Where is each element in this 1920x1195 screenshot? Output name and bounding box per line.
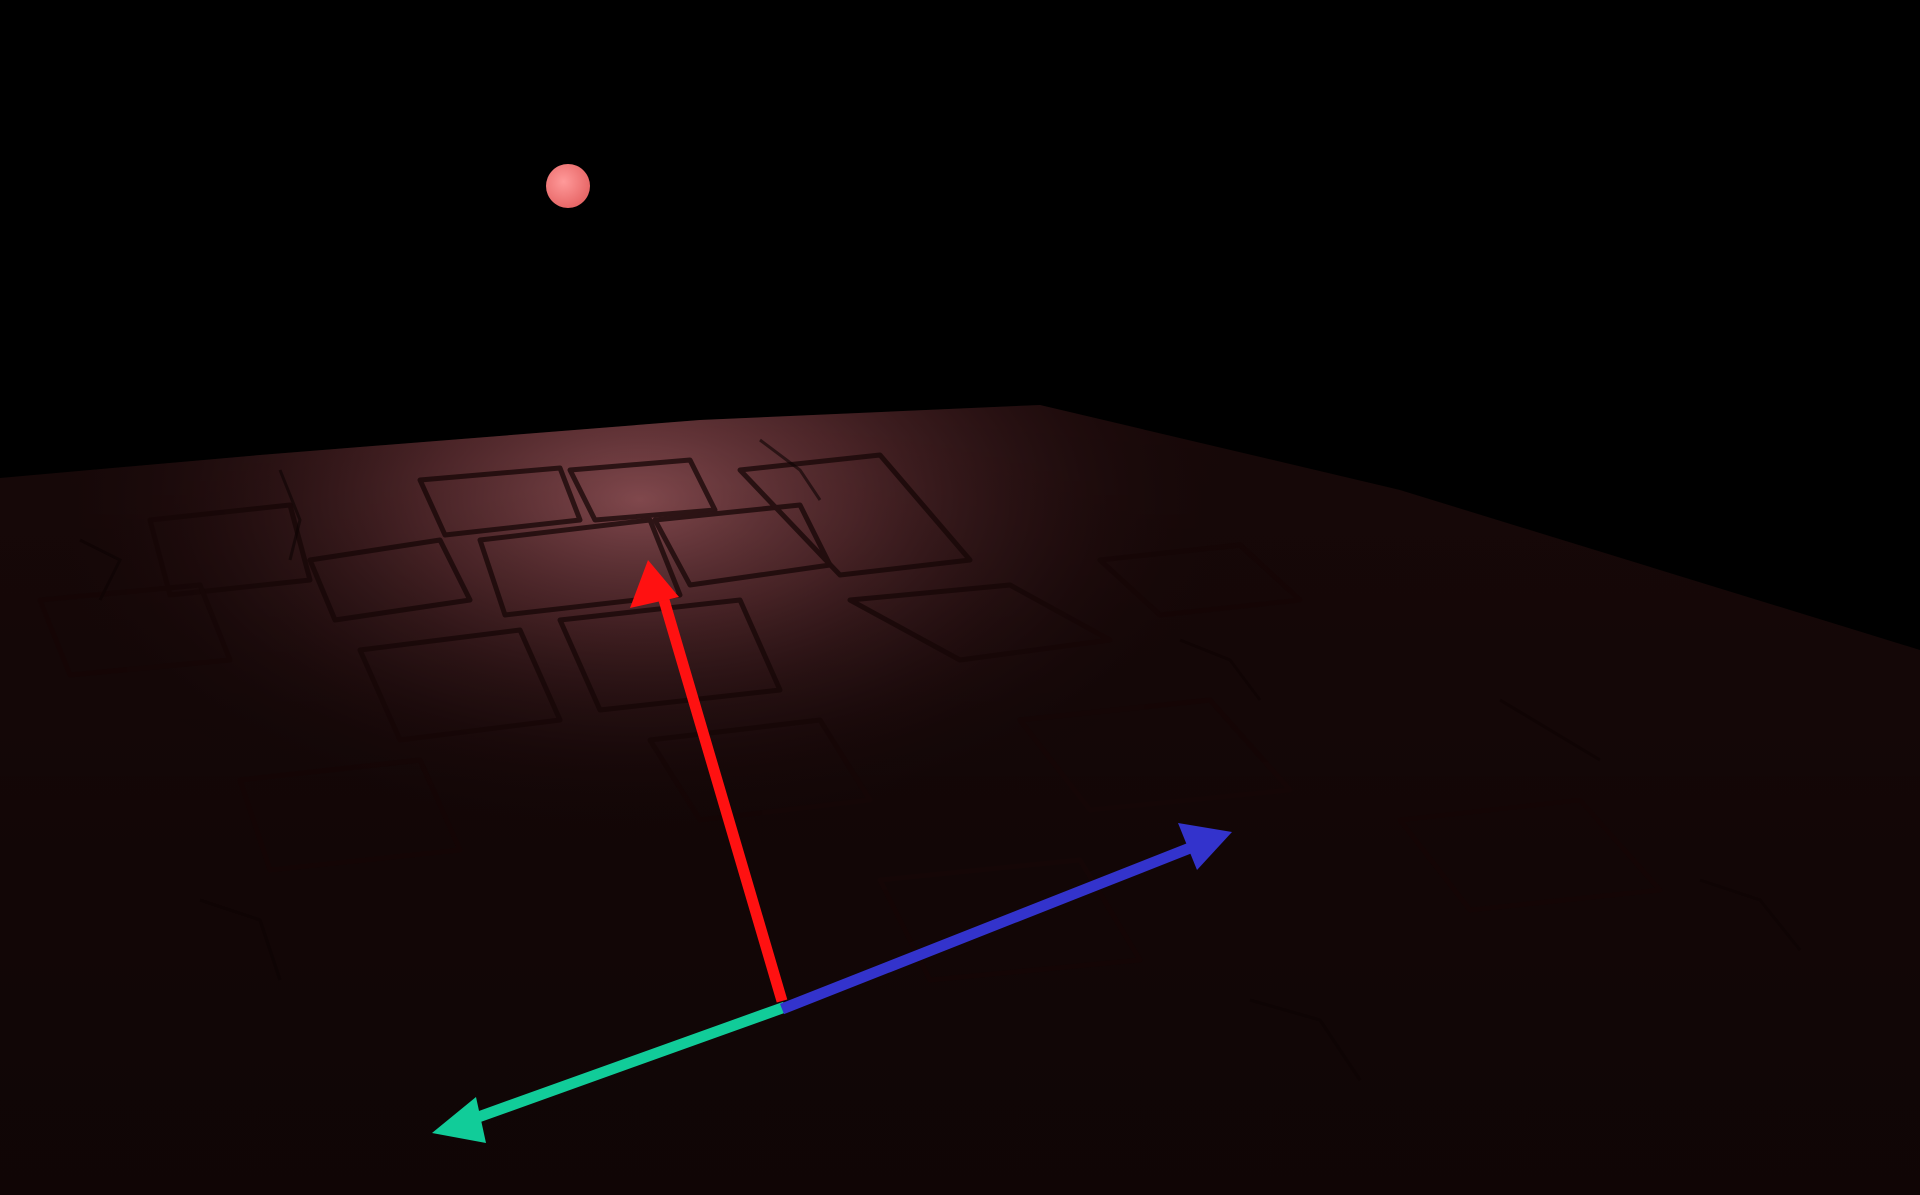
point-light-sphere-icon[interactable] — [546, 164, 590, 208]
floor-cracks — [79, 438, 1802, 1081]
axis-gizmo[interactable] — [432, 560, 1232, 1143]
normal-arrow-icon[interactable] — [630, 560, 788, 1003]
floor-plane — [0, 405, 1920, 1195]
bitangent-arrow-icon[interactable] — [432, 1001, 787, 1143]
tangent-arrow-icon[interactable] — [779, 823, 1232, 1015]
tile-seams — [37, 452, 1663, 983]
